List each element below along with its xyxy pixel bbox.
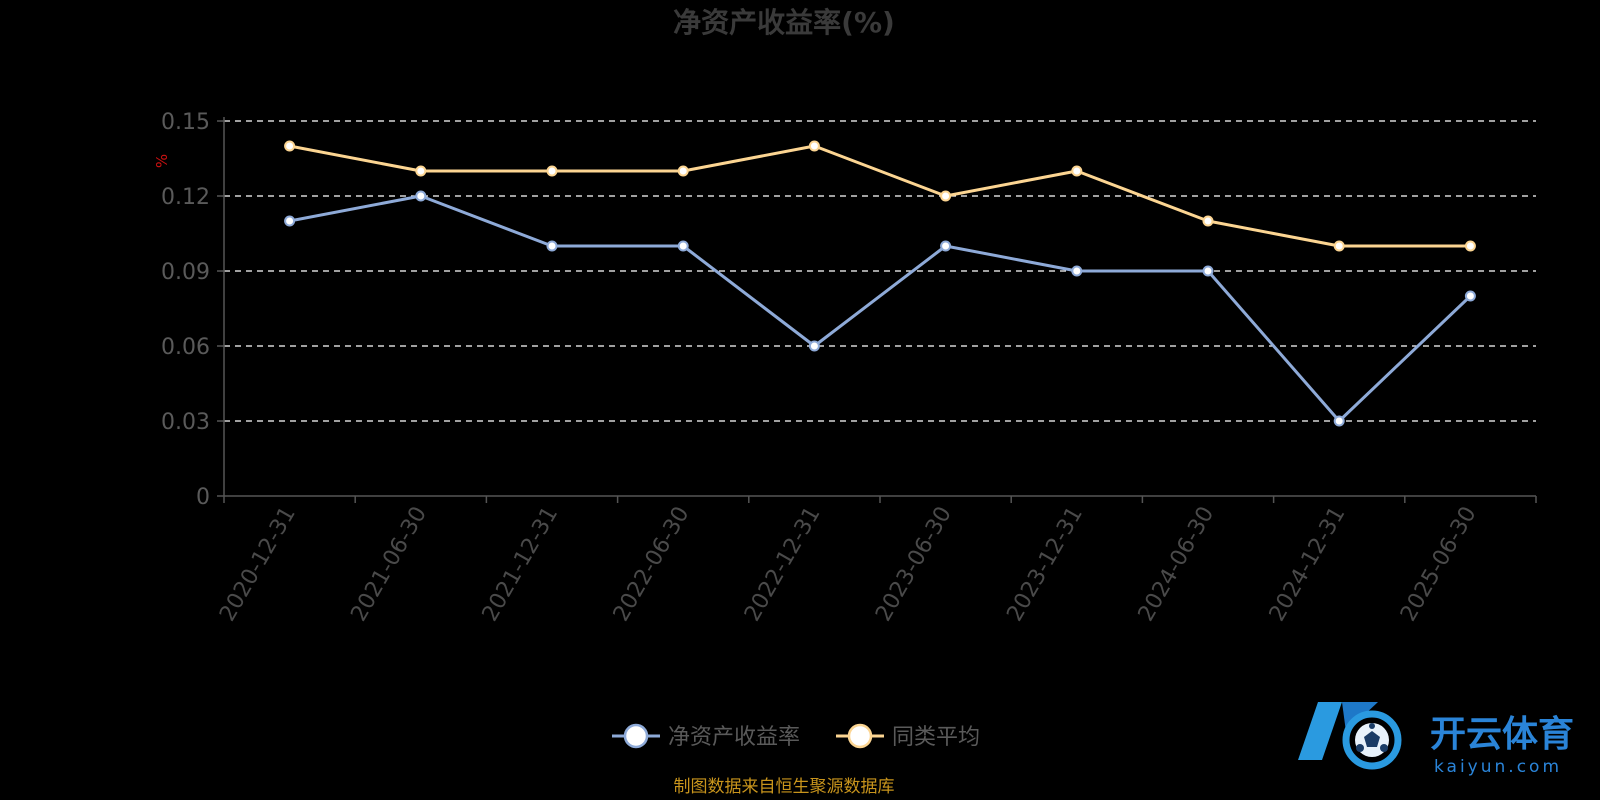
axes — [217, 117, 1537, 503]
y-tick-labels: 0 0.03 0.06 0.09 0.12 0.15 — [161, 110, 210, 510]
roe-data-point — [1464, 290, 1476, 302]
x-tick-label: 2022-12-31 — [740, 503, 826, 626]
y-axis-unit-label: % — [153, 154, 171, 168]
peer-average-data-point — [677, 165, 689, 177]
brand-name-en: kaiyun.com — [1434, 757, 1562, 777]
legend[interactable]: 净资产收益率 同类平均 — [612, 723, 980, 750]
roe-data-point — [940, 240, 952, 252]
legend-item-roe[interactable]: 净资产收益率 — [612, 723, 800, 750]
data-source-note: 制图数据来自恒生聚源数据库 — [674, 777, 895, 797]
roe-data-point — [1202, 265, 1214, 277]
peer-average-data-point — [808, 140, 820, 152]
kaiyun-logo-icon — [1298, 702, 1402, 770]
x-tick-label: 2022-06-30 — [609, 503, 695, 626]
roe-data-point — [808, 340, 820, 352]
peer-average-data-point — [940, 190, 952, 202]
legend-item-peer-average[interactable]: 同类平均 — [836, 723, 980, 750]
peer-average-data-point — [1333, 240, 1345, 252]
chart-title: 净资产收益率(%) — [673, 6, 895, 39]
legend-label: 同类平均 — [892, 725, 980, 750]
legend-label: 净资产收益率 — [668, 725, 800, 750]
legend-marker-icon — [623, 723, 649, 749]
y-tick-label: 0 — [196, 485, 210, 510]
peer-average-data-point — [1202, 215, 1214, 227]
roe-series-line — [288, 194, 1472, 423]
peer-average-series-line — [288, 144, 1472, 248]
legend-marker-icon — [847, 723, 873, 749]
roe-data-point — [677, 240, 689, 252]
x-tick-label: 2021-06-30 — [346, 503, 432, 626]
x-tick-label: 2020-12-31 — [215, 503, 301, 626]
peer-average-data-point — [546, 165, 558, 177]
brand-name-cn: 开云体育 — [1430, 714, 1574, 755]
peer-average-data-point — [415, 165, 427, 177]
y-tick-label: 0.15 — [161, 110, 210, 135]
x-tick-label: 2021-12-31 — [478, 503, 564, 626]
x-tick-labels: 2020-12-31 2021-06-30 2021-12-31 2022-06-30… — [215, 503, 1481, 626]
roe-data-point — [1071, 265, 1083, 277]
y-tick-label: 0.12 — [161, 185, 210, 210]
roe-data-point — [546, 240, 558, 252]
roe-data-point — [1333, 415, 1345, 427]
x-tick-label: 2024-06-30 — [1134, 503, 1220, 626]
peer-average-data-point — [1071, 165, 1083, 177]
x-tick-label: 2025-06-30 — [1396, 503, 1482, 626]
x-tick-label: 2023-06-30 — [871, 503, 957, 626]
brand-watermark: 开云体育 kaiyun.com — [1298, 702, 1574, 777]
x-tick-label: 2024-12-31 — [1265, 503, 1351, 626]
x-tick-label: 2023-12-31 — [1002, 503, 1088, 626]
roe-data-point — [284, 215, 296, 227]
series-group — [284, 140, 1476, 427]
peer-average-data-point — [1464, 240, 1476, 252]
y-tick-label: 0.06 — [161, 335, 210, 360]
y-tick-label: 0.03 — [161, 410, 210, 435]
y-tick-label: 0.09 — [161, 260, 210, 285]
grid-lines — [224, 120, 1536, 422]
roe-data-point — [415, 190, 427, 202]
peer-average-data-point — [284, 140, 296, 152]
